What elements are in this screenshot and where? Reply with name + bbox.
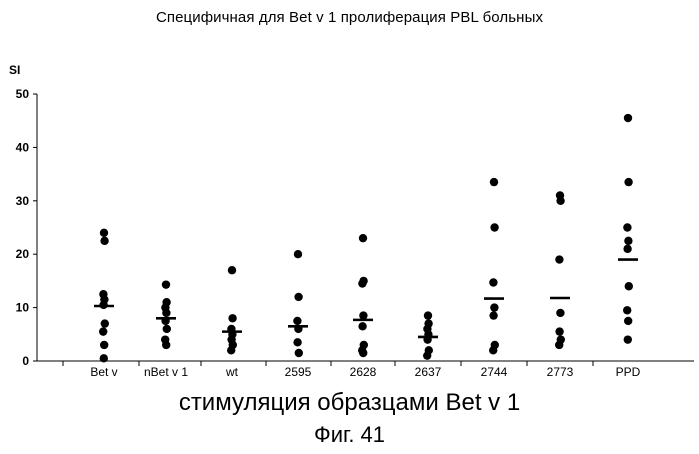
data-point	[625, 282, 633, 290]
x-tick-label: PPD	[616, 365, 641, 379]
x-axis-title: стимуляция образцами Bet v 1	[0, 389, 699, 417]
x-tick-label: 2595	[285, 365, 312, 379]
data-point	[555, 327, 563, 335]
data-point	[623, 245, 631, 253]
data-point	[162, 280, 170, 288]
data-point	[489, 346, 497, 354]
data-point	[555, 255, 563, 263]
data-point	[100, 354, 108, 362]
data-point	[359, 311, 367, 319]
data-point	[163, 325, 171, 333]
x-tick-label: wt	[225, 365, 239, 379]
data-point	[227, 346, 235, 354]
data-point	[228, 266, 236, 274]
x-tick-label: 2628	[350, 365, 377, 379]
x-tick-label: 2773	[547, 365, 574, 379]
y-tick-label: 20	[16, 247, 30, 261]
figure-caption: Фиг. 41	[0, 422, 699, 448]
data-point	[489, 311, 497, 319]
data-point	[623, 306, 631, 314]
data-point	[489, 278, 497, 286]
x-tick-label: Bet v	[90, 365, 117, 379]
x-tick-label: nBet v 1	[144, 365, 188, 379]
data-point	[100, 229, 108, 237]
data-point	[359, 234, 367, 242]
y-tick-label: 30	[16, 194, 30, 208]
y-axis-label: SI	[9, 63, 20, 77]
data-point	[490, 178, 498, 186]
x-axis-tick-labels: Bet v nBet v 1 wt 2595 2628 2637 2744 2773 PPD	[90, 365, 640, 379]
data-point	[556, 309, 564, 317]
data-point	[295, 349, 303, 357]
data-point	[624, 178, 632, 186]
data-point	[490, 223, 498, 231]
x-tick-label: 2744	[481, 365, 508, 379]
data-point	[228, 314, 236, 322]
data-point	[162, 341, 170, 349]
data-points	[99, 114, 633, 363]
data-point	[101, 319, 109, 327]
data-point	[358, 322, 366, 330]
y-tick-label: 10	[16, 301, 30, 315]
data-point	[624, 237, 632, 245]
data-point	[624, 317, 632, 325]
data-point	[293, 338, 301, 346]
data-point	[294, 293, 302, 301]
data-point	[293, 317, 301, 325]
data-point	[358, 279, 366, 287]
data-point	[490, 303, 498, 311]
data-point	[424, 311, 432, 319]
x-axis-ticks	[63, 361, 593, 366]
y-tick-label: 40	[16, 140, 30, 154]
data-point	[99, 327, 107, 335]
data-point	[555, 341, 563, 349]
data-point	[294, 250, 302, 258]
data-point	[624, 114, 632, 122]
data-point	[359, 349, 367, 357]
data-point	[556, 197, 564, 205]
data-point	[162, 309, 170, 317]
y-axis-ticks: 0 10 20 30 40 50	[16, 87, 37, 368]
data-point	[100, 237, 108, 245]
y-tick-label: 50	[16, 87, 30, 101]
data-point	[623, 223, 631, 231]
data-point	[423, 351, 431, 359]
x-tick-label: 2637	[415, 365, 442, 379]
data-point	[624, 335, 632, 343]
y-tick-label: 0	[22, 354, 29, 368]
data-point	[100, 341, 108, 349]
